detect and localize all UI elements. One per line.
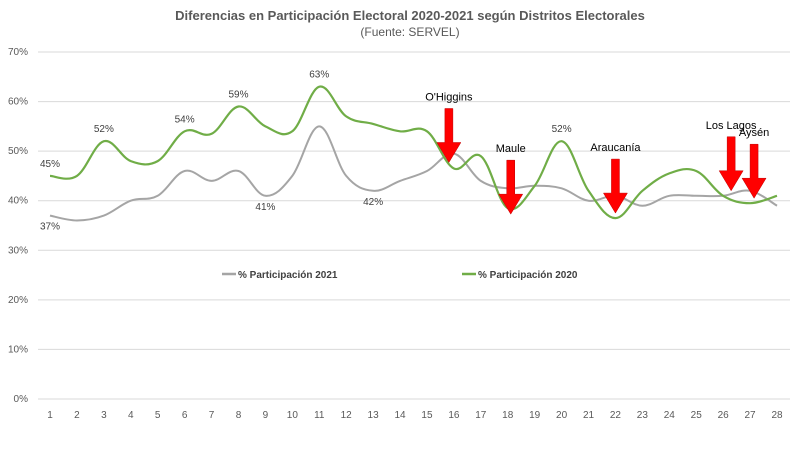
y-tick-label: 20% xyxy=(8,295,28,306)
series-line xyxy=(49,85,778,220)
y-tick-label: 70% xyxy=(8,47,28,58)
annotation-arrow xyxy=(498,159,524,215)
x-tick-label: 20 xyxy=(556,410,568,421)
x-tick-label: 28 xyxy=(771,410,783,421)
legend-label: % Participación 2021 xyxy=(238,270,338,281)
data-label: 45% xyxy=(40,159,60,170)
x-tick-label: 25 xyxy=(691,410,703,421)
x-tick-label: 7 xyxy=(209,410,215,421)
annotation-arrows xyxy=(436,108,767,215)
x-tick-label: 12 xyxy=(341,410,353,421)
x-tick-label: 11 xyxy=(314,410,325,421)
data-label: 41% xyxy=(255,202,275,213)
annotation-arrow xyxy=(741,143,767,199)
y-tick-label: 50% xyxy=(8,146,28,157)
x-tick-label: 18 xyxy=(502,410,514,421)
data-label: 52% xyxy=(552,124,572,135)
x-tick-label: 16 xyxy=(448,410,460,421)
x-tick-label: 21 xyxy=(583,410,595,421)
annotation-label: Araucanía xyxy=(590,142,641,154)
x-tick-label: 4 xyxy=(128,410,134,421)
data-label: 59% xyxy=(228,90,248,101)
x-tick-label: 17 xyxy=(475,410,487,421)
y-tick-label: 0% xyxy=(14,394,29,405)
data-label: 54% xyxy=(175,114,195,125)
x-tick-label: 19 xyxy=(529,410,541,421)
x-tick-label: 14 xyxy=(394,410,406,421)
gridlines xyxy=(38,51,790,400)
chart-title: Diferencias en Participación Electoral 2… xyxy=(175,8,645,23)
x-tick-label: 26 xyxy=(718,410,730,421)
legend-label: % Participación 2020 xyxy=(478,270,578,281)
annotation-label: O'Higgins xyxy=(425,91,473,103)
x-tick-label: 3 xyxy=(101,410,107,421)
x-tick-label: 2 xyxy=(74,410,80,421)
x-tick-label: 23 xyxy=(637,410,649,421)
x-tick-label: 8 xyxy=(236,410,242,421)
annotation-label: Maule xyxy=(496,143,526,155)
x-tick-label: 22 xyxy=(610,410,622,421)
y-axis-ticks: 0% 10% 20% 30% 40% 50% 60% 70% xyxy=(8,47,28,405)
x-tick-label: 24 xyxy=(664,410,676,421)
x-tick-label: 15 xyxy=(421,410,433,421)
x-tick-label: 27 xyxy=(745,410,757,421)
y-tick-label: 10% xyxy=(8,344,28,355)
data-label: 37% xyxy=(40,222,60,233)
data-labels: 45% 52% 54% 59% 63% 52% 37% 41% 42% xyxy=(40,70,572,233)
series-lines xyxy=(49,85,778,222)
x-tick-label: 1 xyxy=(47,410,53,421)
x-tick-label: 13 xyxy=(368,410,380,421)
chart-subtitle: (Fuente: SERVEL) xyxy=(360,25,459,39)
series-line xyxy=(49,125,778,222)
y-tick-label: 40% xyxy=(8,196,28,207)
x-tick-label: 6 xyxy=(182,410,188,421)
data-label: 52% xyxy=(94,124,114,135)
annotation-label: Los Lagos xyxy=(706,120,757,132)
x-axis-ticks: 1 2 3 4 5 6 7 8 9 10 11 12 13 14 15 16 17 18 19 20 21 22 23 24 2… xyxy=(47,410,783,421)
data-label: 42% xyxy=(363,197,383,208)
annotation-label: Aysén xyxy=(739,127,769,139)
annotation-arrow xyxy=(718,136,744,192)
y-tick-label: 30% xyxy=(8,245,28,256)
y-tick-label: 60% xyxy=(8,97,28,108)
annotation-arrow xyxy=(436,108,462,163)
x-tick-label: 5 xyxy=(155,410,161,421)
x-tick-label: 10 xyxy=(287,410,299,421)
annotation-arrow xyxy=(603,158,628,214)
x-tick-label: 9 xyxy=(263,410,269,421)
data-label: 63% xyxy=(309,70,329,81)
legend: % Participación 2021 % Participación 2020 xyxy=(222,270,578,281)
